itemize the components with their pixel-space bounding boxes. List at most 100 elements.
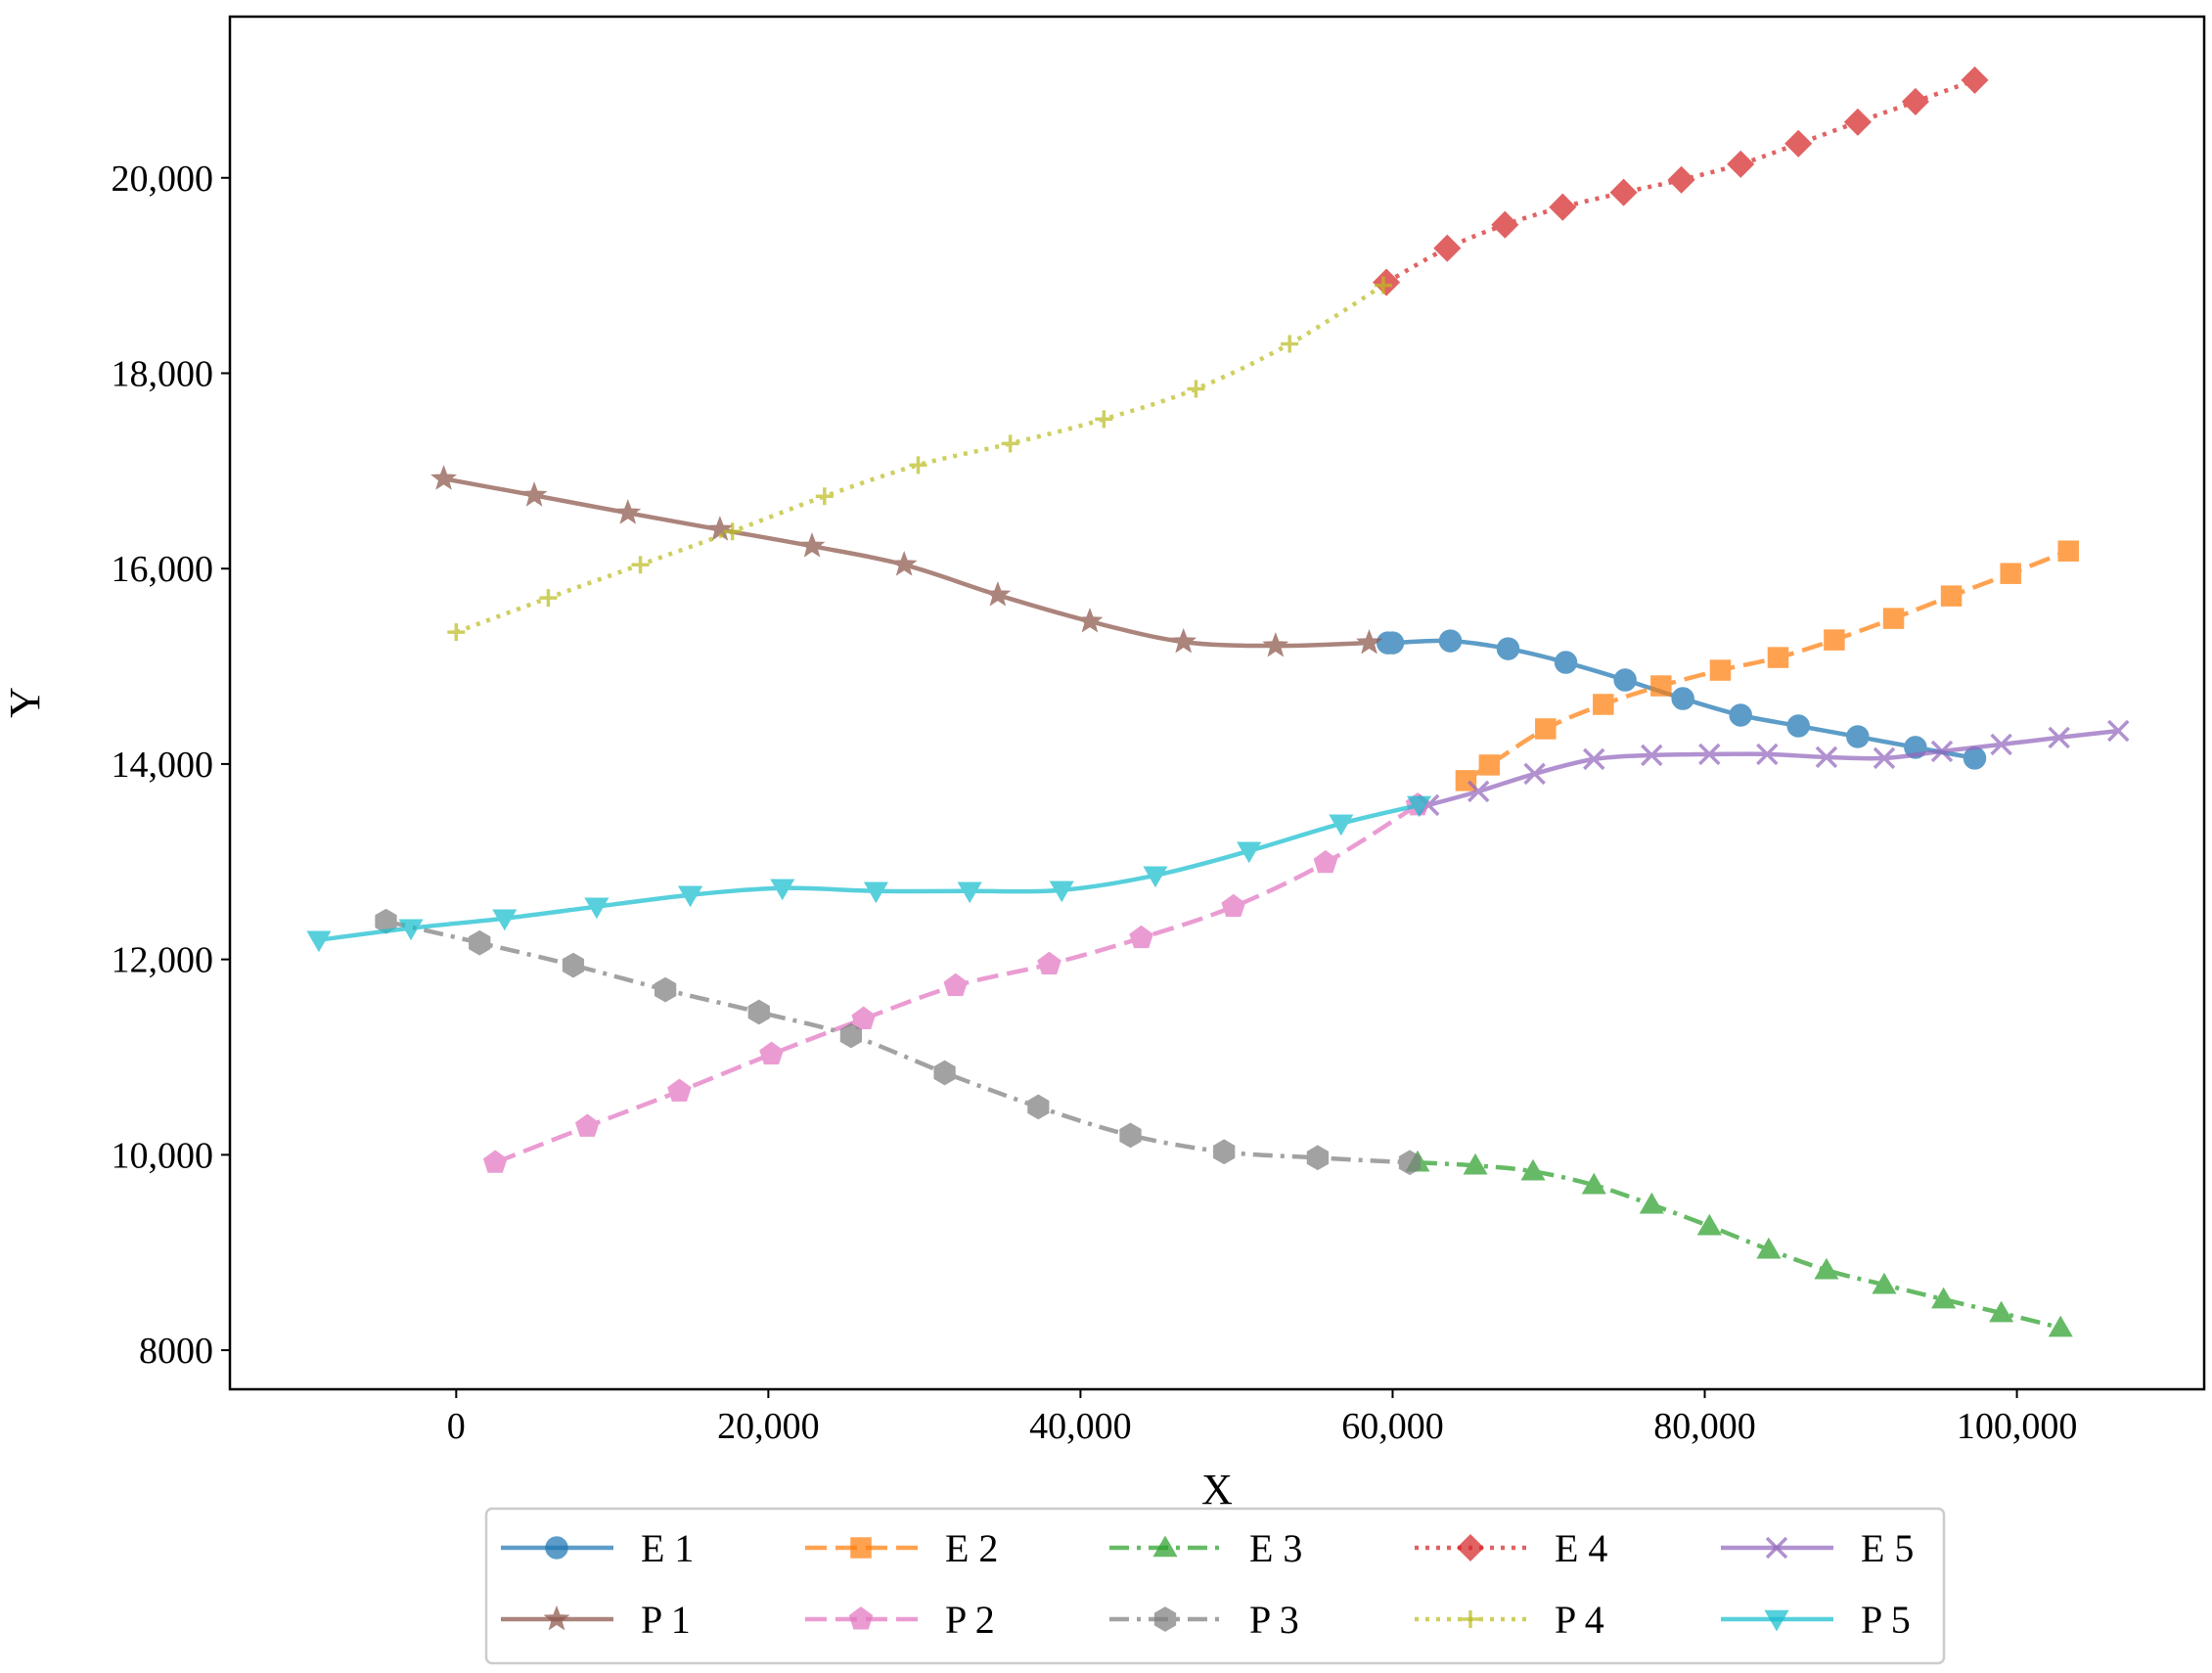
data-point-p-1	[890, 551, 918, 576]
series-e-3	[1405, 1150, 2073, 1337]
data-point-e-3	[1814, 1257, 1839, 1280]
legend-swatch-marker	[1456, 1533, 1485, 1562]
data-point-p-2	[759, 1041, 784, 1064]
legend-label: P 5	[1861, 1598, 1911, 1642]
data-point-e-4	[1667, 165, 1695, 194]
data-point-e-2	[1767, 647, 1789, 668]
data-point-p-5	[1406, 795, 1432, 818]
legend-label: P 3	[1249, 1598, 1299, 1642]
y-axis-title: Y	[1, 687, 49, 718]
data-point-e-4	[1727, 150, 1755, 178]
data-point-p-5	[957, 882, 982, 904]
data-point-e-4	[1549, 193, 1577, 221]
data-point-p-1	[1356, 628, 1383, 655]
data-point-p-2	[851, 1006, 876, 1029]
legend-label: E 1	[641, 1526, 694, 1570]
data-point-p-4	[1374, 276, 1392, 294]
data-point-p-5	[492, 909, 518, 931]
y-tick-label: 12,000	[112, 940, 214, 981]
series-line-p-5	[318, 802, 1421, 942]
series-e-4	[1373, 66, 1989, 296]
data-point-e-1	[1496, 637, 1520, 660]
data-point-e-3	[1756, 1237, 1782, 1259]
data-point-e-2	[1478, 754, 1501, 776]
data-point-e-5	[1930, 740, 1954, 763]
x-tick-label: 0	[447, 1406, 466, 1447]
legend: E 1 E 2 E 3 E 4 E 5 P 1 P 2 P 3 P 4 P 5	[484, 1507, 1946, 1665]
data-point-p-1	[798, 532, 826, 558]
series-line-e-3	[1417, 1160, 2061, 1331]
data-point-e-1	[1671, 687, 1694, 710]
data-point-p-1	[614, 499, 642, 524]
data-point-e-5	[1873, 746, 1896, 770]
series-line-e-5	[1427, 728, 2119, 808]
data-point-e-2	[2000, 563, 2021, 584]
data-point-p-2	[1313, 849, 1338, 874]
legend-swatch-marker	[543, 1605, 570, 1631]
data-point-p-1	[1076, 607, 1104, 633]
data-point-p-4	[815, 487, 834, 506]
data-point-p-2	[1037, 951, 1061, 975]
data-point-p-3	[1398, 1150, 1422, 1176]
legend-swatch-marker	[1152, 1535, 1178, 1558]
data-point-p-5	[1143, 866, 1168, 888]
data-point-e-2	[1535, 718, 1557, 740]
legend-label: E 3	[1249, 1526, 1302, 1570]
y-tick-label: 20,000	[112, 158, 214, 200]
legend-label: P 4	[1555, 1598, 1604, 1642]
data-point-e-2	[1882, 608, 1905, 629]
x-axis-title: X	[1201, 1466, 1233, 1514]
data-point-p-5	[677, 885, 703, 908]
data-point-e-3	[1872, 1272, 1897, 1294]
x-tick-label: 40,000	[1029, 1406, 1132, 1447]
legend-item-p-4: P 4	[1415, 1598, 1604, 1642]
legend-label: E 2	[945, 1526, 998, 1570]
data-point-e-3	[2048, 1315, 2073, 1337]
plot-frame	[228, 15, 2206, 1391]
data-point-p-5	[1049, 881, 1074, 903]
data-point-e-1	[1729, 703, 1752, 727]
data-point-p-1	[1170, 627, 1197, 654]
data-point-e-4	[1843, 108, 1872, 136]
data-point-e-3	[1581, 1172, 1606, 1195]
data-point-p-2	[482, 1150, 508, 1173]
y-tick-label: 14,000	[112, 745, 214, 786]
x-axis-ticks: 0 20,000 40,000 60,000 80,000 100,000	[447, 1389, 2077, 1447]
data-point-p-4	[1187, 380, 1205, 398]
data-point-e-3	[1463, 1153, 1488, 1175]
legend-item-p-2: P 2	[805, 1598, 995, 1642]
data-point-e-3	[1696, 1213, 1722, 1236]
y-axis-ticks: 8000 10,000 12,000 14,000 16,000 18,000 20,000	[112, 158, 230, 1372]
data-point-p-5	[770, 879, 795, 901]
data-point-p-4	[723, 522, 742, 541]
data-point-e-4	[1609, 178, 1638, 206]
series-p-3	[375, 908, 1422, 1176]
data-point-p-5	[1237, 841, 1262, 864]
data-point-p-4	[631, 556, 650, 574]
data-point-e-1	[1613, 668, 1637, 692]
x-tick-label: 60,000	[1341, 1406, 1444, 1447]
data-point-p-3	[839, 1022, 863, 1049]
data-point-p-2	[1129, 925, 1153, 949]
legend-swatch-marker	[1153, 1606, 1177, 1632]
y-tick-label: 16,000	[112, 549, 214, 590]
data-point-e-2	[1709, 659, 1732, 681]
data-point-p-2	[575, 1113, 600, 1137]
data-point-e-5	[1756, 743, 1779, 766]
legend-item-e-3: E 3	[1109, 1526, 1302, 1570]
legend-label: E 4	[1555, 1526, 1607, 1570]
data-point-e-3	[1520, 1158, 1546, 1181]
data-point-p-5	[1329, 814, 1354, 836]
series-e-5	[1417, 719, 2130, 817]
data-point-e-5	[1583, 747, 1605, 771]
legend-swatch-marker	[1765, 1536, 1788, 1560]
data-point-p-4	[539, 589, 558, 608]
series-e-1	[1376, 629, 1987, 770]
legend-item-p-3: P 3	[1109, 1598, 1299, 1642]
y-tick-label: 18,000	[112, 353, 214, 394]
data-point-e-1	[1554, 651, 1578, 674]
legend-swatch-marker	[1462, 1610, 1479, 1628]
data-point-p-1	[430, 465, 458, 490]
data-point-e-1	[1438, 629, 1463, 653]
